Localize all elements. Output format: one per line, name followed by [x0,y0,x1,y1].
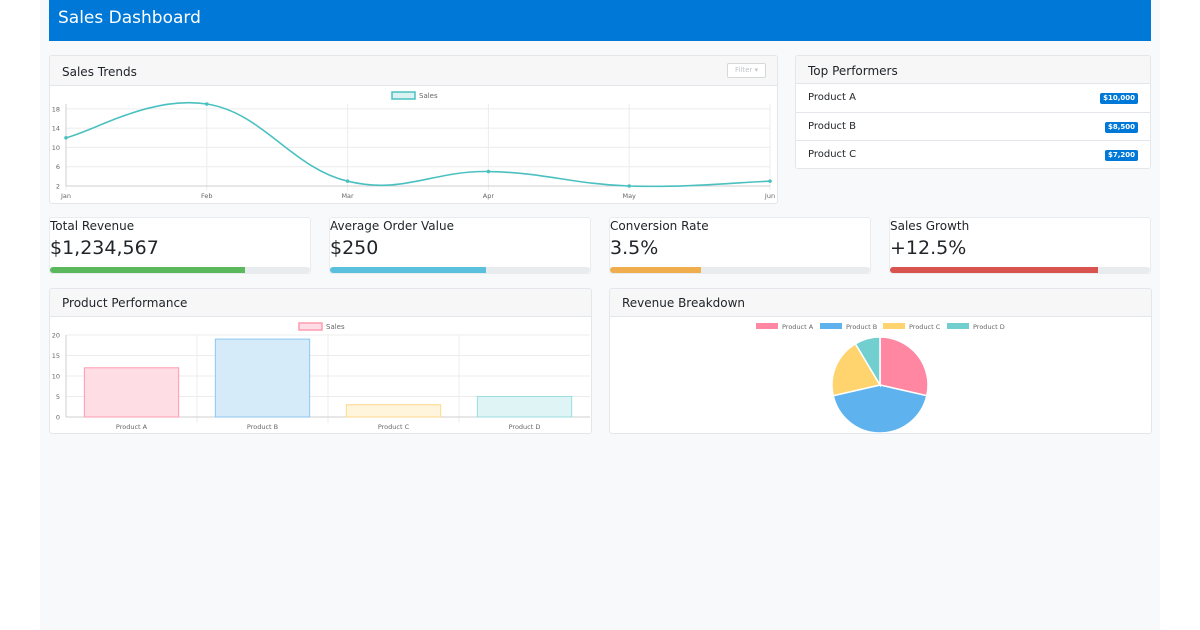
stat-value: 3.5% [610,237,659,259]
y-tick-label: 10 [52,373,60,381]
y-tick-label: 0 [56,414,60,422]
sales-trends-chart: Sales 2 6 10 14 18 Jan Feb Mar Apr May Jun [52,91,775,200]
stat-conversion-rate: Conversion Rate 3.5% [609,217,871,274]
x-tick-label: May [622,192,636,200]
list-item[interactable]: Product C $7,200 [796,141,1150,168]
stat-label: Sales Growth [890,219,970,233]
legend-label: Product B [846,323,877,331]
caret-down-icon: ▾ [754,66,759,74]
bar [83,367,180,418]
revenue-breakdown-chart: Product A Product B Product C Product D [756,323,1005,433]
x-tick-label: Product A [116,423,148,431]
legend-label: Product D [973,323,1005,331]
x-tick-label: Mar [341,192,354,200]
stat-value: +12.5% [890,237,967,259]
top-performers-list: Product A $10,000 Product B $8,500 Produ… [796,84,1150,168]
sales-trends-title: Sales Trends [62,65,137,79]
y-tick-label: 10 [52,144,60,152]
progress-fill [890,267,1098,273]
legend-swatch [298,322,323,331]
sales-trends-card: Sales Trends Filter ▾ Sales 2 6 10 14 18 Jan Fe… [49,55,778,204]
revenue-breakdown-header: Revenue Breakdown [610,289,1151,317]
x-tick-label: Apr [483,192,495,200]
sales-trends-header: Sales Trends Filter ▾ [50,56,777,86]
stat-label: Average Order Value [330,219,454,233]
product-performance-title: Product Performance [62,296,188,310]
product-performance-header: Product Performance [50,289,591,317]
legend-swatch [883,323,905,329]
data-point [205,102,209,106]
y-tick-label: 18 [52,105,60,113]
dashboard-page: Sales Dashboard Sales Trends Filter ▾ Sa… [40,0,1160,630]
legend-label: Sales [419,92,438,100]
stat-label: Conversion Rate [610,219,709,233]
series-line [65,101,771,188]
bar [345,404,442,418]
data-point [486,169,491,174]
progress-bar [50,267,310,273]
stat-label: Total Revenue [50,219,135,233]
legend-swatch [947,323,969,329]
y-tick-label: 5 [56,393,60,401]
filter-button[interactable]: Filter ▾ [727,63,766,78]
legend-label: Product A [782,323,814,331]
progress-fill [610,267,701,273]
performer-value-badge: $7,200 [1104,150,1138,161]
data-point [768,179,772,183]
stat-value: $250 [330,237,379,259]
performer-name: Product C [808,149,857,160]
x-tick-label: Jun [764,192,775,200]
stat-average-order-value: Average Order Value $250 [329,217,591,274]
product-performance-card: Product Performance Sales 0 5 10 15 20 Product… [49,288,592,434]
pie-slice [831,342,882,397]
pie-slice [832,384,928,433]
x-tick-label: Feb [201,192,213,200]
bar [476,396,573,418]
y-tick-label: 14 [52,125,60,133]
progress-bar [330,267,590,273]
legend-label: Product C [909,323,941,331]
data-point [345,179,350,183]
x-tick-label: Product C [378,423,410,431]
top-performers-title: Top Performers [808,64,898,78]
legend-swatch [756,323,778,329]
data-point [64,135,68,140]
y-tick-label: 20 [52,332,60,340]
progress-fill [50,267,245,273]
stat-value: $1,234,567 [50,237,159,259]
performer-name: Product A [808,92,856,103]
y-tick-label: 6 [56,163,60,171]
x-tick-label: Jan [60,192,71,200]
legend-label: Sales [326,323,345,331]
x-tick-label: Product B [247,423,278,431]
progress-bar [890,267,1150,273]
progress-fill [330,267,486,273]
pie-slice [854,336,881,388]
filter-label: Filter [734,66,753,74]
performer-value-badge: $8,500 [1104,121,1138,133]
stat-sales-growth: Sales Growth +12.5% [889,217,1151,274]
legend-swatch [391,91,416,100]
x-tick-label: Product D [509,423,541,431]
pie-slice [879,336,929,397]
progress-bar [610,267,870,273]
revenue-breakdown-card: Revenue Breakdown Product A Product B Prod… [609,288,1152,434]
list-item[interactable]: Product B $8,500 [796,113,1150,141]
navbar: Sales Dashboard [49,0,1151,41]
revenue-breakdown-title: Revenue Breakdown [622,296,746,310]
list-item[interactable]: Product A $10,000 [796,84,1150,113]
stat-total-revenue: Total Revenue $1,234,567 [49,217,311,274]
top-performers-header: Top Performers [796,56,1150,84]
bar [214,338,311,418]
data-point [627,184,631,188]
page-title: Sales Dashboard [58,8,201,28]
product-performance-chart: Sales 0 5 10 15 20 Product A Product B Product C… [52,322,590,431]
y-tick-label: 15 [52,352,60,360]
y-tick-label: 2 [56,183,60,191]
performer-name: Product B [808,120,857,132]
top-performers-card: Top Performers Product A $10,000 Product… [795,55,1151,169]
performer-value-badge: $10,000 [1100,93,1138,104]
legend-swatch [820,323,842,329]
